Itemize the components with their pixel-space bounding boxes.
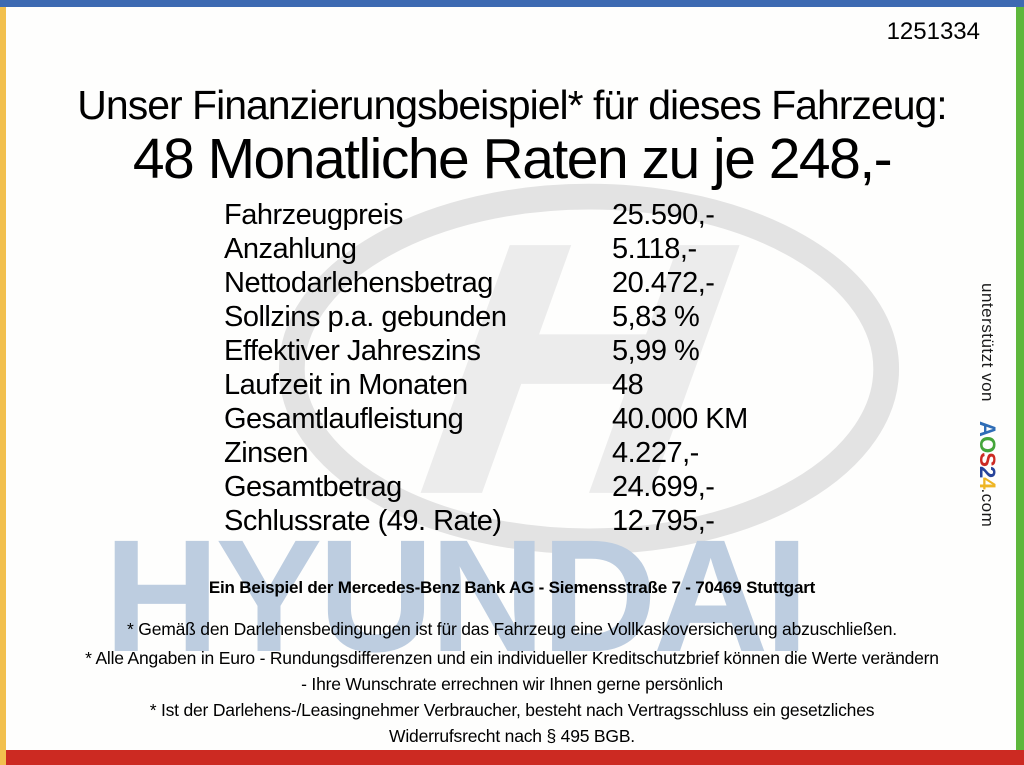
row-value: 5,99 %: [612, 335, 700, 367]
row-label: Fahrzeugpreis: [224, 199, 403, 231]
footnote-euro-rounding: * Alle Angaben in Euro - Rundungsdiffere…: [85, 648, 939, 694]
table-row: Zinsen 4.227,-: [224, 436, 748, 470]
aos24-logo-letter-a: A: [975, 421, 1000, 437]
document-number: 1251334: [886, 18, 980, 45]
table-row: Schlussrate (49. Rate) 12.795,-: [224, 504, 748, 538]
bottom-bar: [6, 750, 1024, 765]
table-row: Nettodarlehensbetrag 20.472,-: [224, 266, 748, 300]
table-row: Effektiver Jahreszins 5,99 %: [224, 334, 748, 368]
right-edge-strip: [1016, 7, 1024, 750]
row-value: 24.699,-: [612, 471, 715, 503]
page-title: Unser Finanzierungsbeispiel* für dieses …: [77, 82, 947, 128]
row-value: 5.118,-: [612, 233, 697, 265]
row-value: 4.227,-: [612, 437, 699, 469]
row-label: Schlussrate (49. Rate): [224, 505, 502, 537]
footnote-insurance: * Gemäß den Darlehensbedingungen ist für…: [127, 619, 897, 639]
row-label: Gesamtbetrag: [224, 471, 402, 503]
aos24-logo-letter-2: 2: [975, 465, 1000, 478]
row-label: Effektiver Jahreszins: [224, 335, 481, 367]
aos24-logo-letter-s: S: [975, 452, 1000, 466]
table-row: Anzahlung 5.118,-: [224, 232, 748, 266]
bank-address-line: Ein Beispiel der Mercedes-Benz Bank AG -…: [208, 578, 816, 597]
monthly-rate-headline: 48 Monatliche Raten zu je 248,-: [132, 127, 893, 191]
aos24-logo-letter-4: 4: [975, 477, 1000, 489]
row-label: Nettodarlehensbetrag: [224, 267, 493, 299]
supported-by-text: unterstützt von: [978, 283, 997, 408]
row-label: Anzahlung: [224, 233, 357, 265]
row-value: 20.472,-: [612, 267, 715, 299]
row-value: 25.590,-: [612, 199, 715, 231]
footnote-withdrawal-right: * Ist der Darlehens-/Leasingnehmer Verbr…: [149, 700, 875, 746]
row-label: Sollzins p.a. gebunden: [224, 301, 507, 333]
table-row: Fahrzeugpreis 25.590,-: [224, 198, 748, 232]
table-row: Gesamtlaufleistung 40.000 KM: [224, 402, 748, 436]
hyundai-emblem-watermark: [278, 183, 900, 555]
row-value: 40.000 KM: [612, 403, 748, 435]
row-label: Zinsen: [224, 437, 309, 469]
left-edge-strip: [0, 7, 6, 765]
hyundai-h-glyph: [420, 245, 740, 493]
supported-by-credit: unterstützt von AOS24.com: [974, 283, 1000, 527]
row-label: Gesamtlaufleistung: [224, 403, 464, 435]
aos24-domain-suffix: .com: [978, 488, 997, 528]
row-value: 48: [612, 369, 644, 401]
row-value: 5,83 %: [612, 301, 700, 333]
row-value: 12.795,-: [612, 505, 715, 537]
aos24-logo-letter-o: O: [975, 436, 1000, 453]
row-label: Laufzeit in Monaten: [224, 369, 468, 401]
table-row: Sollzins p.a. gebunden 5,83 %: [224, 300, 748, 334]
finance-table: Fahrzeugpreis 25.590,- Anzahlung 5.118,-…: [224, 198, 748, 538]
top-bar: [0, 0, 1024, 7]
table-row: Laufzeit in Monaten 48: [224, 368, 748, 402]
table-row: Gesamtbetrag 24.699,-: [224, 470, 748, 504]
hyundai-wordmark-watermark: HYUNDAI: [104, 506, 809, 685]
